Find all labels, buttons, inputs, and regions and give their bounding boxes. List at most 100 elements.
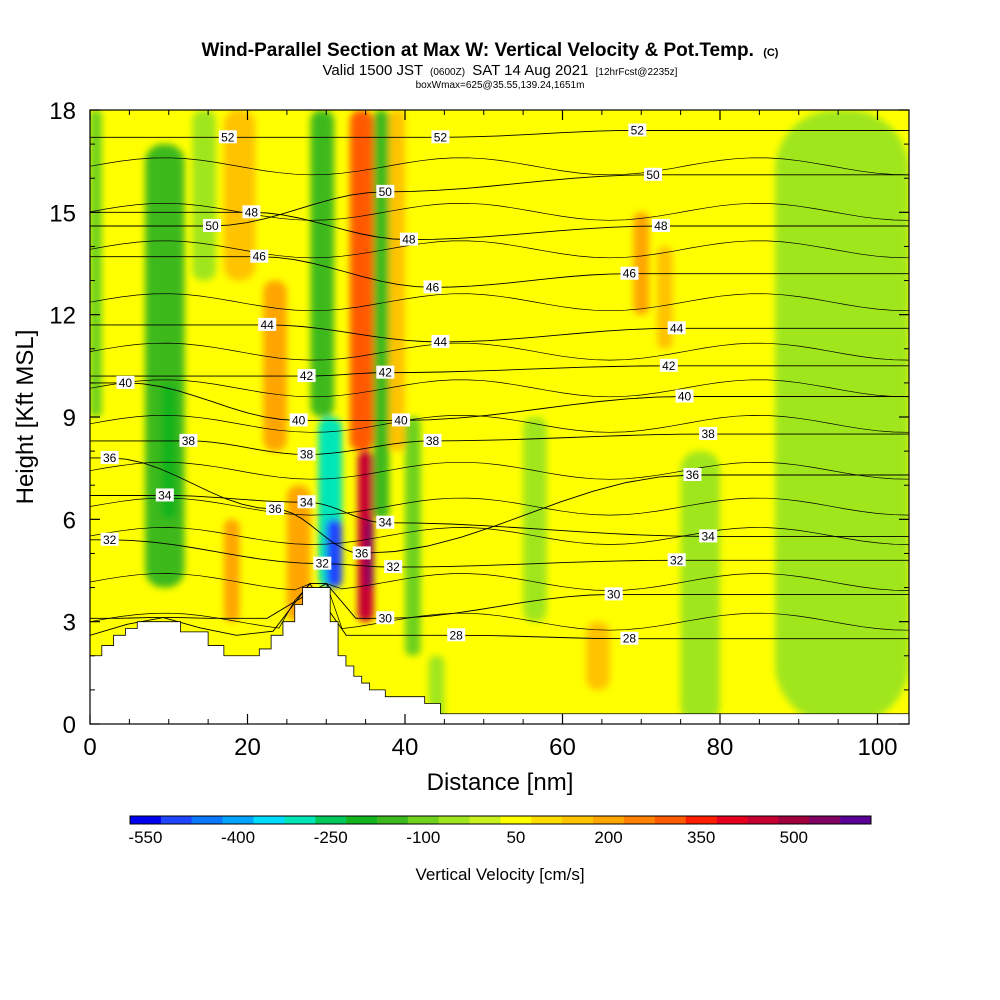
x-axis-title: Distance [nm] <box>427 769 574 796</box>
contour-label: 30 <box>376 611 395 625</box>
theta-contour-51 <box>90 157 909 176</box>
contour-label-bg <box>431 130 450 144</box>
contour-label-bg <box>352 546 371 560</box>
colorbar-swatch <box>716 816 748 824</box>
colorbar-tick-label: 200 <box>594 828 622 847</box>
y-tick-label: 0 <box>63 712 76 739</box>
contour-label: 48 <box>242 205 261 219</box>
w-cell <box>586 621 610 690</box>
contour-label-bg <box>250 249 269 263</box>
contour-label-bg <box>116 375 135 389</box>
x-tick-label: 40 <box>392 734 419 761</box>
contour-label: 46 <box>423 280 442 294</box>
w-cell <box>263 280 287 452</box>
contour-label-bg <box>297 495 316 509</box>
contour-label: 36 <box>100 450 119 465</box>
w-cell <box>405 417 421 656</box>
contour-label-text: 38 <box>426 434 440 448</box>
theta-contour-49 <box>90 202 909 221</box>
contour-label-text: 34 <box>379 516 393 530</box>
contour-label: 36 <box>266 502 285 516</box>
contour-label-bg <box>218 130 237 144</box>
contour-label-text: 52 <box>221 130 235 144</box>
contour-label-bg <box>297 369 316 383</box>
y-tick-label: 12 <box>49 303 76 330</box>
y-tick-label: 3 <box>63 610 76 637</box>
contour-label: 32 <box>384 560 403 574</box>
contour-label-bg <box>376 184 395 198</box>
contour-label-bg <box>699 529 718 543</box>
contour-label-text: 48 <box>245 205 259 219</box>
title-block: Wind-Parallel Section at Max W: Vertical… <box>202 40 779 91</box>
contour-label-bg <box>376 611 395 625</box>
contour-label-text: 40 <box>678 390 692 404</box>
w-cell <box>192 110 216 281</box>
contour-label: 44 <box>667 321 686 335</box>
contour-label: 46 <box>620 266 639 281</box>
contour-label-bg <box>266 502 285 516</box>
contour-label: 48 <box>399 232 418 247</box>
contour-label-text: 30 <box>607 587 621 601</box>
y-tick-label: 6 <box>63 507 76 534</box>
contour-label-bg <box>376 365 395 379</box>
colorbar-swatch <box>685 816 717 824</box>
contour-label-text: 34 <box>702 529 716 543</box>
contour-label: 28 <box>447 628 466 642</box>
contour-label-text: 34 <box>158 488 172 502</box>
contour-label-bg <box>628 123 647 137</box>
w-cell <box>145 144 185 588</box>
colorbar-tick-label: -400 <box>221 828 255 847</box>
contour-label: 34 <box>297 495 316 509</box>
colorbar-swatch <box>222 816 254 824</box>
contour-label-bg <box>620 631 639 645</box>
contour-label-bg <box>203 218 222 232</box>
contour-label: 36 <box>683 467 702 482</box>
contour-label-text: 40 <box>292 413 306 427</box>
contour-label-bg <box>399 232 418 246</box>
contour-label-text: 36 <box>686 468 700 482</box>
contour-label: 46 <box>250 249 269 264</box>
contour-label-text: 52 <box>434 130 448 144</box>
contour-label: 44 <box>258 317 277 332</box>
contour-label: 32 <box>313 556 332 571</box>
contour-label-text: 32 <box>316 557 330 571</box>
contour-label: 52 <box>628 123 647 137</box>
contour-label-bg <box>604 587 623 601</box>
contour-label-text: 40 <box>119 376 133 390</box>
colorbar-frame <box>129 815 872 825</box>
theta-contour-45 <box>90 293 909 312</box>
contour-labels: 52 52 52 50 50 50 48 48 48 46 46 46 44 44 44 42 42 42 40 40… <box>100 123 718 646</box>
contour-label-bg <box>423 433 442 447</box>
contour-label-bg <box>100 450 119 464</box>
w-cell <box>373 110 390 520</box>
colorbar-swatch <box>562 816 594 824</box>
contour-label-text: 36 <box>268 502 282 516</box>
box-wmax-line: boxWmax=625@35.55,139.24,1651m <box>416 80 585 91</box>
theta-contour-34 <box>90 495 909 537</box>
contour-label-text: 28 <box>623 632 637 646</box>
contour-label-bg <box>242 205 261 219</box>
contour-label-text: 38 <box>702 427 716 441</box>
y-axis-title: Height [Kft MSL] <box>12 330 39 505</box>
theta-contour-38 <box>90 433 909 455</box>
contour-label-bg <box>447 628 466 642</box>
contour-label: 32 <box>100 532 119 547</box>
colorbar-tick-label: -250 <box>314 828 348 847</box>
contour-label-text: 36 <box>103 451 117 465</box>
contour-label-text: 48 <box>402 233 416 247</box>
contour-label: 28 <box>620 631 639 646</box>
contour-label-text: 44 <box>670 321 684 335</box>
x-tick-label: 20 <box>234 734 261 761</box>
w-cell <box>90 110 102 417</box>
w-cell <box>223 519 240 622</box>
contour-label: 40 <box>675 389 694 404</box>
w-cell <box>349 110 374 452</box>
colorbar-swatch <box>840 816 872 824</box>
contour-label-text: 46 <box>426 280 440 294</box>
contour-label: 34 <box>155 488 174 502</box>
contour-label: 52 <box>218 130 237 144</box>
contour-label-text: 44 <box>434 335 448 349</box>
contour-label: 52 <box>431 130 450 144</box>
contour-label-text: 46 <box>253 250 267 264</box>
